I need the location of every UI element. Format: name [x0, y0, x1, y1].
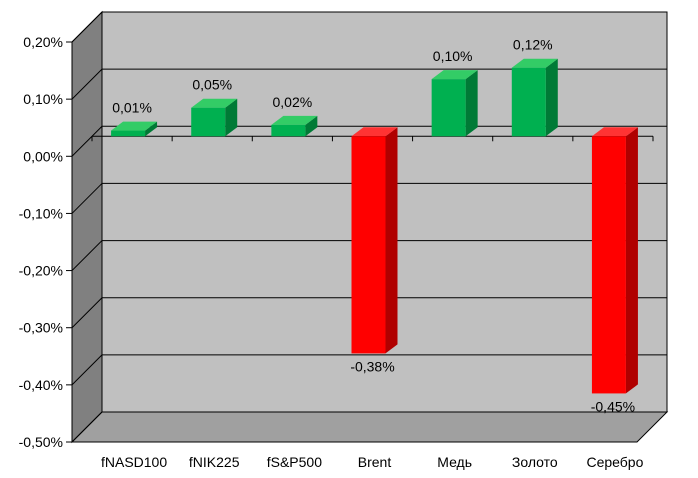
x-tick-label: Золото	[512, 454, 558, 470]
y-tick-label: 0,20%	[23, 34, 63, 50]
bar-top	[511, 58, 558, 68]
x-tick-label: Медь	[437, 454, 472, 470]
y-tick-label: -0,50%	[19, 434, 63, 450]
category-axis: fNASD100 fNIK225 fS&P500 Brent Медь Золото Сер…	[101, 454, 644, 470]
bars	[111, 58, 638, 394]
bar-золото	[511, 58, 558, 137]
bar-top	[351, 127, 398, 137]
y-tick-label: 0,00%	[23, 148, 63, 164]
bar-front	[191, 107, 226, 137]
data-label: 0,01%	[112, 100, 152, 116]
bar-fnasd100	[111, 121, 158, 137]
bar-top	[591, 127, 638, 137]
gridline-side	[71, 183, 103, 214]
bar-top	[271, 115, 318, 125]
gridline-side	[71, 68, 103, 100]
bar-top	[431, 70, 478, 80]
gridline-side	[71, 297, 103, 329]
x-tick-label: Серебро	[586, 454, 643, 470]
bar-front	[591, 136, 626, 394]
side-wall	[71, 10, 103, 444]
x-tick-label: fNASD100	[101, 454, 167, 470]
y-tick-label: -0,10%	[19, 205, 63, 221]
y-tick-label: 0,10%	[23, 91, 63, 107]
gridline-side	[71, 240, 103, 271]
bar-front	[111, 130, 146, 137]
y-tick-label: -0,40%	[19, 377, 63, 393]
bar-side	[385, 127, 398, 354]
gridline-side	[71, 125, 103, 157]
value-axis: 0,20% 0,10% 0,00% -0,10% -0,20% -0,30% -0,40% -…	[19, 34, 654, 450]
bar-медь	[431, 70, 478, 137]
bar-front	[511, 67, 546, 137]
data-label: 0,12%	[513, 37, 553, 53]
y-tick-label: -0,30%	[19, 320, 63, 336]
x-tick-label: Brent	[358, 454, 392, 470]
gridline-side	[71, 411, 103, 443]
bar-side	[145, 121, 158, 137]
data-label: -0,45%	[591, 398, 635, 414]
gridline-side	[71, 354, 103, 386]
bar-fnik225	[191, 98, 238, 137]
data-label: 0,05%	[192, 77, 232, 93]
data-label: 0,02%	[273, 94, 313, 110]
bar-front	[271, 124, 306, 137]
gridline-side	[71, 11, 103, 43]
floor	[70, 411, 669, 443]
bar-top	[191, 98, 238, 108]
bar-серебро	[591, 127, 638, 394]
bar-front	[431, 79, 466, 137]
bar-side	[225, 98, 238, 137]
x-tick-label: fS&P500	[267, 454, 322, 470]
bar-side	[625, 127, 638, 394]
y-tick-label: -0,20%	[19, 263, 63, 279]
bar-side	[465, 70, 478, 137]
data-label: 0,10%	[433, 48, 473, 64]
bar-side	[305, 115, 318, 137]
bar-brent	[351, 127, 398, 354]
bar-fs-p500	[271, 115, 318, 137]
bar-side	[545, 58, 558, 137]
data-labels: 0,01% 0,05% 0,02% -0,38% 0,10% 0,12% -0,45%	[112, 37, 635, 415]
data-label: -0,38%	[350, 358, 394, 374]
x-tick-label: fNIK225	[189, 454, 240, 470]
bar-top	[111, 121, 158, 131]
bar-front	[351, 136, 386, 354]
